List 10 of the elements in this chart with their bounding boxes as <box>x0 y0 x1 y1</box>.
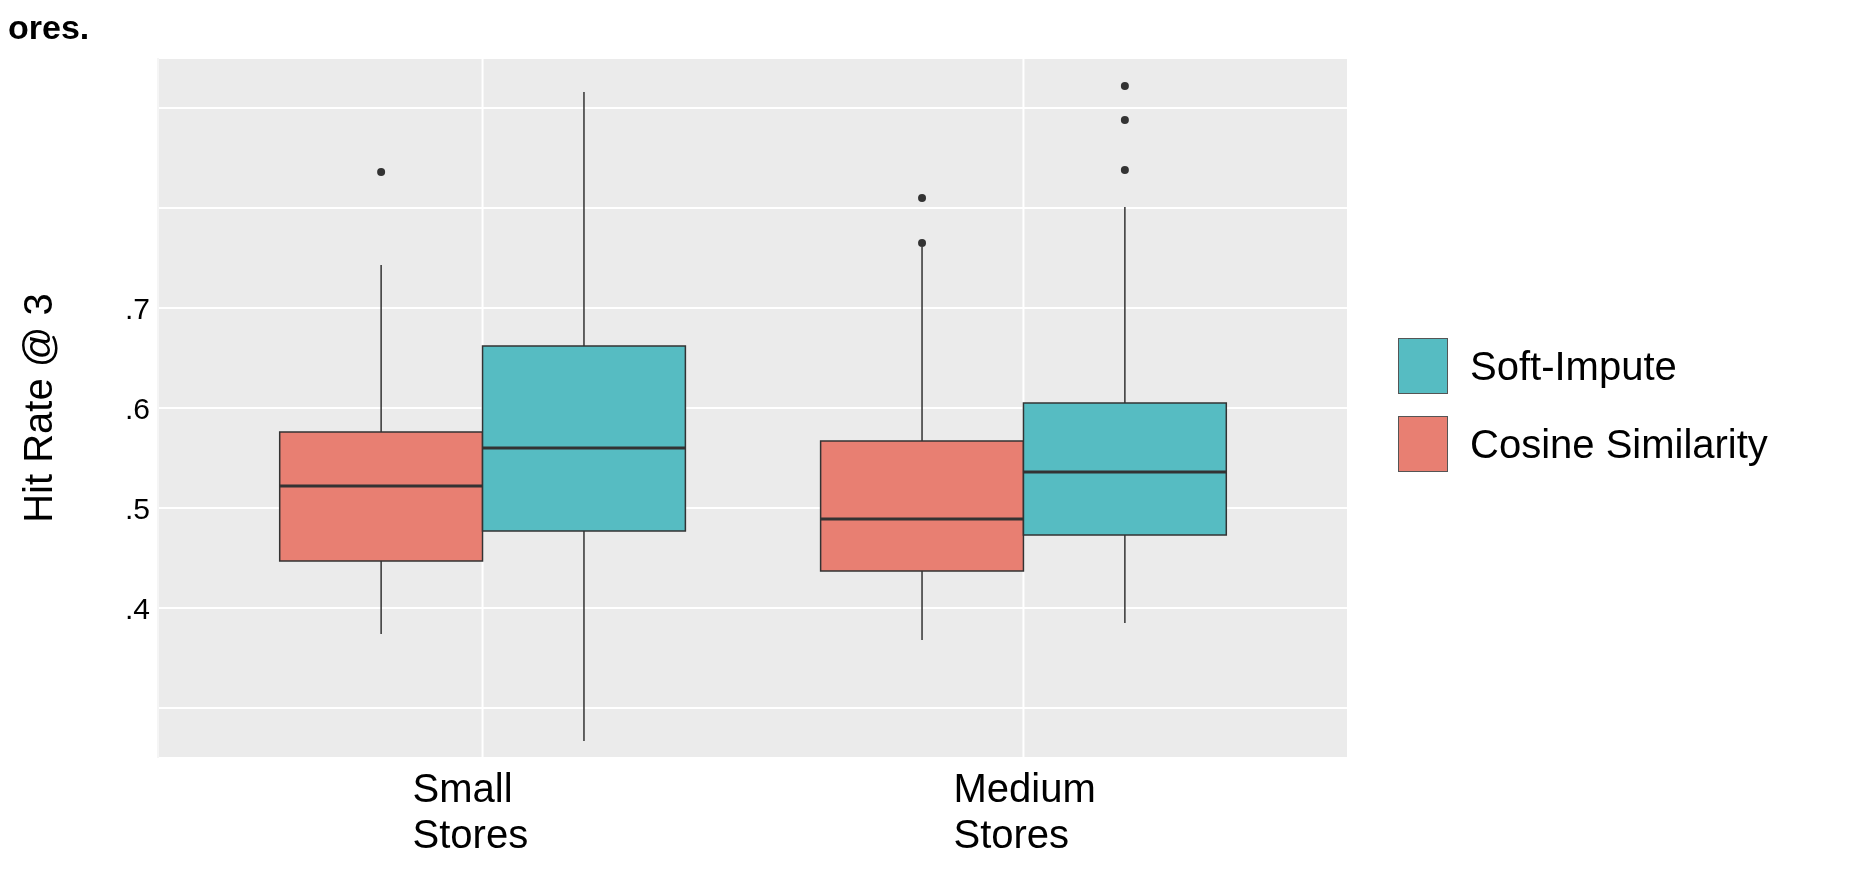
y-tick-label: .6 <box>124 391 150 425</box>
x-tick-label: Small Stores <box>412 766 529 856</box>
y-axis-title: Hit Rate @ 3 <box>16 293 61 523</box>
y-tick-label: .7 <box>124 291 150 325</box>
x-tick-label: Medium Stores <box>953 766 1096 856</box>
legend-label: Cosine Similarity <box>1470 421 1768 467</box>
y-tick-label: .4 <box>124 591 150 625</box>
y-tick-label: .5 <box>124 491 150 525</box>
legend-label: Soft-Impute <box>1470 343 1677 389</box>
chart-title: ores. <box>8 8 90 47</box>
